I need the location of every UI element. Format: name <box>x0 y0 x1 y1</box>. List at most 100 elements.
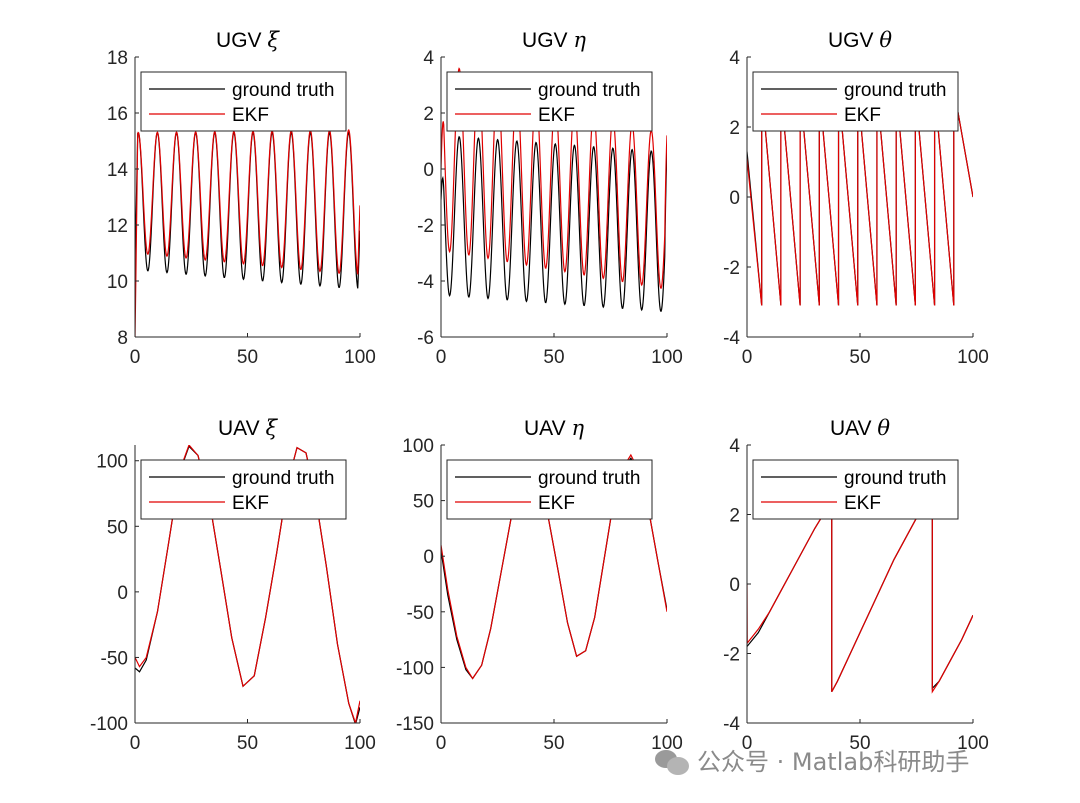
y-tick-label: -4 <box>723 714 740 735</box>
subplot-6: 0 50 100 -4 -2 0 2 4 UAV θ ground truth EKF <box>723 416 989 754</box>
chart-title: UGV η <box>522 28 586 52</box>
legend-entry: EKF <box>538 105 575 126</box>
x-tick-label: 0 <box>742 347 753 368</box>
y-tick-label: -2 <box>723 645 740 666</box>
legend-entry: EKF <box>844 105 881 126</box>
subplot-1: 0 50 100 8 10 12 14 16 18 UGV ξ ground truth EKF <box>107 28 376 368</box>
y-tick-label: -4 <box>723 328 740 349</box>
series-line-ekf <box>135 128 360 337</box>
series-line-ekf <box>135 445 360 723</box>
x-tick-label: 50 <box>849 733 870 754</box>
x-tick-label: 0 <box>436 347 447 368</box>
y-tick-label: 4 <box>423 48 434 69</box>
legend-entry: EKF <box>232 105 269 126</box>
legend: ground truth EKF <box>446 459 653 520</box>
subplot-4: 0 50 100 -100 -50 0 50 100 UAV ξ ground truth EKF <box>90 416 376 754</box>
chart-title-text: UAV <box>218 417 265 440</box>
wechat-icon <box>655 748 691 776</box>
chart-title-text: UGV <box>216 29 267 52</box>
y-tick-label: -100 <box>90 714 128 735</box>
y-tick-label: 0 <box>423 160 434 181</box>
x-tick-label: 100 <box>957 347 989 368</box>
chart-title-symbol: θ <box>877 416 890 440</box>
x-tick-label: 50 <box>237 733 258 754</box>
legend-box <box>752 459 959 520</box>
x-tick-label: 50 <box>237 347 258 368</box>
subplot-3: 0 50 100 -4 -2 0 2 4 UGV θ ground truth EKF <box>723 28 989 368</box>
legend-entry: ground truth <box>232 468 334 489</box>
y-tick-label: 0 <box>729 575 740 596</box>
y-tick-label: 2 <box>423 104 434 125</box>
x-tick-label: 0 <box>130 347 141 368</box>
legend-entry: ground truth <box>844 80 946 101</box>
legend-entry: ground truth <box>844 468 946 489</box>
y-tick-label: 100 <box>402 436 434 457</box>
x-tick-label: 100 <box>344 347 376 368</box>
chart-title-symbol: ξ <box>265 416 278 440</box>
legend: ground truth EKF <box>140 71 347 132</box>
legend-entry: ground truth <box>538 468 640 489</box>
legend: ground truth EKF <box>446 71 653 132</box>
subplot-2: 0 50 100 -6 -4 -2 0 2 4 UGV η ground truth EKF <box>417 28 683 368</box>
watermark: 公众号 · Matlab科研助手 <box>655 742 969 777</box>
chart-title-text: UGV <box>522 29 573 52</box>
series-line-ekf <box>747 491 973 694</box>
legend-box <box>446 459 653 520</box>
y-tick-label: 50 <box>413 492 434 513</box>
x-tick-label: 0 <box>436 733 447 754</box>
chart-title-symbol: ξ <box>267 28 280 52</box>
legend-box <box>140 459 347 520</box>
y-tick-label: 8 <box>117 328 128 349</box>
y-tick-label: 18 <box>107 48 128 69</box>
chart-title: UAV θ <box>830 416 890 440</box>
x-tick-label: 0 <box>742 733 753 754</box>
legend-box <box>140 71 347 132</box>
y-tick-label: 2 <box>729 118 740 139</box>
legend-entry: ground truth <box>232 80 334 101</box>
y-tick-label: 50 <box>107 517 128 538</box>
legend-entry: EKF <box>232 493 269 514</box>
watermark-text: 公众号 · Matlab科研助手 <box>697 748 970 776</box>
legend-box <box>752 71 959 132</box>
chart-title: UAV ξ <box>218 416 278 440</box>
subplot-5: 0 50 100 -150 -100 -50 0 50 100 UAV η ground truth… <box>396 416 683 754</box>
chart-title-symbol: η <box>571 416 584 440</box>
chart-title-symbol: θ <box>879 28 892 52</box>
x-tick-label: 100 <box>957 733 989 754</box>
chart-title-symbol: η <box>573 28 586 52</box>
chart-title: UAV η <box>524 416 584 440</box>
y-tick-label: 14 <box>107 160 129 181</box>
chart-title: UGV θ <box>828 28 892 52</box>
y-tick-label: 12 <box>107 216 128 237</box>
legend-box <box>446 71 653 132</box>
x-tick-label: 50 <box>543 733 564 754</box>
chart-title-text: UGV <box>828 29 879 52</box>
x-tick-label: 50 <box>543 347 564 368</box>
y-tick-label: 2 <box>729 506 740 527</box>
x-tick-label: 50 <box>849 347 870 368</box>
x-tick-label: 100 <box>651 347 683 368</box>
y-tick-label: -6 <box>417 328 434 349</box>
y-tick-label: 0 <box>729 188 740 209</box>
legend-entry: EKF <box>538 493 575 514</box>
chart-title-text: UAV <box>524 417 571 440</box>
legend: ground truth EKF <box>140 459 347 520</box>
y-tick-label: 16 <box>107 104 128 125</box>
y-tick-label: 100 <box>96 452 128 473</box>
series-line-ground-truth <box>441 135 667 312</box>
legend-entry: ground truth <box>538 80 640 101</box>
y-tick-label: -2 <box>723 258 740 279</box>
chart-title: UGV ξ <box>216 28 280 52</box>
legend: ground truth EKF <box>752 459 959 520</box>
legend-entry: EKF <box>844 493 881 514</box>
y-tick-label: -150 <box>396 714 434 735</box>
y-tick-label: 10 <box>107 272 128 293</box>
series-line-ekf <box>441 453 667 680</box>
y-tick-label: -50 <box>407 603 434 624</box>
y-tick-label: 0 <box>423 547 434 568</box>
x-tick-label: 0 <box>130 733 141 754</box>
y-tick-label: 4 <box>729 48 740 69</box>
x-tick-label: 100 <box>651 733 683 754</box>
y-tick-label: 4 <box>729 436 740 457</box>
